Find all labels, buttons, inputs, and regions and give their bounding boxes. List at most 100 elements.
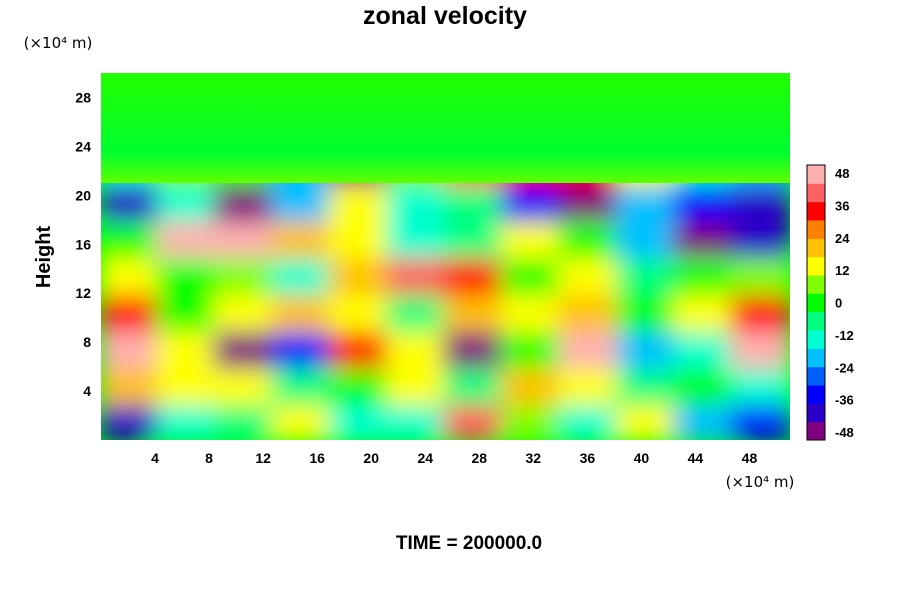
colorbar-segment bbox=[807, 330, 825, 349]
x-tick-label: 4 bbox=[151, 450, 159, 466]
colorbar-tick-label: 24 bbox=[835, 231, 850, 246]
heatmap-cell bbox=[156, 291, 218, 332]
heatmap-cell bbox=[615, 401, 678, 440]
heatmap-cell bbox=[673, 401, 735, 440]
heatmap-cell bbox=[673, 327, 735, 369]
x-tick-label: 12 bbox=[255, 450, 271, 466]
heatmap-cell bbox=[558, 327, 620, 369]
heatmap-cell bbox=[558, 217, 620, 259]
heatmap-cell bbox=[213, 217, 276, 259]
heatmap-cell bbox=[386, 327, 448, 369]
colorbar-frame bbox=[806, 164, 826, 441]
colorbar-tick-label: -48 bbox=[835, 425, 854, 440]
heatmap-cell bbox=[730, 364, 790, 406]
upper-atmosphere-region bbox=[101, 73, 790, 183]
colorbar-tick-label: -12 bbox=[835, 328, 854, 343]
y-tick-label: 28 bbox=[75, 89, 91, 105]
chart-title: zonal velocity bbox=[363, 2, 527, 30]
x-tick-label: 32 bbox=[526, 450, 542, 466]
colorbar-tick-label: 36 bbox=[835, 198, 849, 213]
heatmap-cell bbox=[673, 181, 735, 222]
x-tick-label: 36 bbox=[580, 450, 596, 466]
heatmap-cell bbox=[730, 327, 790, 369]
heatmap-cell bbox=[271, 327, 333, 369]
colorbar-segment bbox=[807, 183, 825, 203]
heatmap-cell bbox=[101, 401, 161, 440]
heatmap-cell bbox=[271, 217, 333, 259]
colorbar-tick-label: -36 bbox=[835, 393, 854, 408]
heatmap-cell bbox=[213, 401, 276, 440]
heatmap-cell bbox=[443, 327, 505, 369]
heatmap-cell bbox=[673, 254, 735, 296]
x-tick-label: 48 bbox=[742, 450, 758, 466]
heatmap-cell bbox=[271, 254, 333, 296]
heatmap-cell bbox=[558, 401, 620, 440]
y-axis-ticks: 4 8 12 16 20 24 28 bbox=[75, 89, 91, 399]
heatmap-cell bbox=[328, 181, 391, 222]
heatmap-cell bbox=[328, 254, 391, 296]
heatmap-cell bbox=[156, 181, 218, 222]
colorbar-segment bbox=[807, 311, 825, 331]
y-tick-label: 8 bbox=[83, 334, 91, 350]
heatmap-cell bbox=[500, 291, 563, 332]
heatmap-cell bbox=[271, 401, 333, 440]
x-unit-label: (×10⁴ m) bbox=[726, 473, 795, 491]
x-tick-label: 8 bbox=[205, 450, 213, 466]
heatmap-cell bbox=[271, 181, 333, 222]
heatmap-cell bbox=[500, 254, 563, 296]
colorbar-tick-label: -24 bbox=[835, 360, 855, 375]
heatmap-cell bbox=[386, 254, 448, 296]
heatmap-cell bbox=[271, 291, 333, 332]
colorbar-segment bbox=[807, 256, 825, 276]
heatmap-cell bbox=[500, 217, 563, 259]
heatmap-cell bbox=[156, 217, 218, 259]
y-tick-label: 20 bbox=[75, 187, 91, 203]
heatmap-cell bbox=[328, 364, 391, 406]
heatmap-cell bbox=[558, 254, 620, 296]
heatmap-cell bbox=[500, 401, 563, 440]
colorbar-segment bbox=[807, 366, 825, 386]
heatmap-cell bbox=[443, 181, 505, 222]
heatmap-cell bbox=[615, 217, 678, 259]
heatmap-cell bbox=[271, 364, 333, 406]
heatmap-cell bbox=[213, 254, 276, 296]
colorbar-tick-label: 48 bbox=[835, 166, 849, 181]
colorbar-segment bbox=[807, 403, 825, 423]
heatmap-cell bbox=[673, 217, 735, 259]
heatmap-cell bbox=[615, 291, 678, 332]
heatmap-cell bbox=[101, 291, 161, 332]
heatmap-cell bbox=[101, 327, 161, 369]
x-tick-label: 44 bbox=[688, 450, 704, 466]
heatmap-cell bbox=[328, 291, 391, 332]
x-tick-label: 20 bbox=[363, 450, 379, 466]
heatmap-cell bbox=[386, 181, 448, 222]
heatmap-cell bbox=[213, 364, 276, 406]
heatmap-cell bbox=[101, 364, 161, 406]
heatmap-cell bbox=[386, 401, 448, 440]
colorbar-segment bbox=[807, 220, 825, 239]
colorbar-segment bbox=[807, 348, 825, 368]
colorbar-segment bbox=[807, 165, 825, 184]
x-tick-label: 16 bbox=[309, 450, 325, 466]
heatmap-cell bbox=[730, 401, 790, 440]
colorbar-segment bbox=[807, 385, 825, 404]
heatmap-cell bbox=[328, 401, 391, 440]
y-tick-label: 4 bbox=[83, 383, 91, 399]
heatmap-cell bbox=[615, 364, 678, 406]
heatmap-cell bbox=[730, 217, 790, 259]
heatmap-cell bbox=[328, 327, 391, 369]
heatmap-cell bbox=[101, 217, 161, 259]
colorbar bbox=[806, 164, 826, 441]
heatmap-cell bbox=[443, 401, 505, 440]
heatmap-cell bbox=[386, 291, 448, 332]
heatmap-cell bbox=[500, 327, 563, 369]
x-tick-label: 24 bbox=[417, 450, 433, 466]
y-unit-label: (×10⁴ m) bbox=[24, 34, 93, 52]
heatmap-cell bbox=[730, 181, 790, 222]
time-label: TIME = 200000.0 bbox=[396, 533, 542, 554]
heatmap-cell bbox=[615, 254, 678, 296]
heatmap-cell bbox=[558, 364, 620, 406]
x-tick-label: 28 bbox=[471, 450, 487, 466]
y-tick-label: 16 bbox=[75, 236, 91, 252]
